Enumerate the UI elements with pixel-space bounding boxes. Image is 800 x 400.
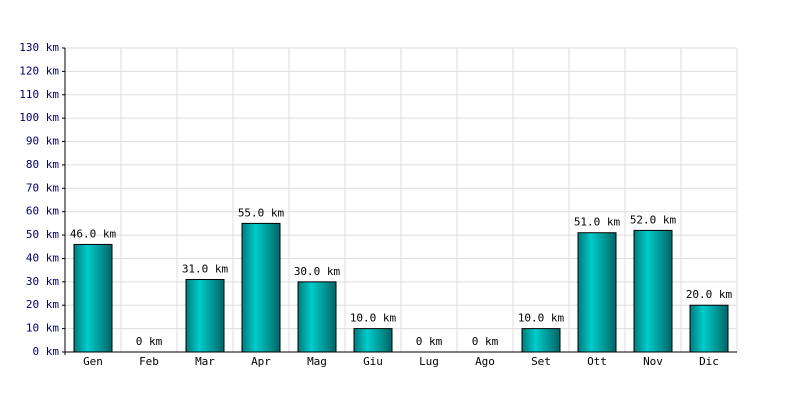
y-tick-label: 30 km xyxy=(26,275,59,288)
y-tick-label: 50 km xyxy=(26,228,59,241)
y-tick-label: 120 km xyxy=(19,64,59,77)
x-tick-label: Mag xyxy=(307,355,327,368)
bar xyxy=(521,328,561,353)
x-tick-label: Apr xyxy=(251,355,271,368)
x-tick-label: Dic xyxy=(699,355,719,368)
x-tick-label: Feb xyxy=(139,355,159,368)
y-tick-label: 70 km xyxy=(26,181,59,194)
x-tick-label: Gen xyxy=(83,355,103,368)
bar xyxy=(577,232,617,353)
x-tick-label: Nov xyxy=(643,355,663,368)
value-label: 0 km xyxy=(136,335,163,348)
value-label: 55.0 km xyxy=(238,206,285,219)
x-tick-label: Lug xyxy=(419,355,439,368)
y-tick-label: 10 km xyxy=(26,322,59,335)
value-label: 10.0 km xyxy=(518,312,565,325)
bar xyxy=(73,243,113,353)
y-tick-label: 40 km xyxy=(26,251,59,264)
y-tick-label: 90 km xyxy=(26,135,59,148)
x-tick-label: Set xyxy=(531,355,551,368)
bar xyxy=(185,279,225,353)
value-label: 30.0 km xyxy=(294,265,341,278)
y-tick-label: 100 km xyxy=(19,111,59,124)
y-tick-label: 0 km xyxy=(33,345,60,358)
y-tick-label: 60 km xyxy=(26,205,59,218)
value-label: 51.0 km xyxy=(574,216,621,229)
bar xyxy=(633,229,673,353)
x-tick-label: Mar xyxy=(195,355,215,368)
y-tick-label: 130 km xyxy=(19,41,59,54)
bar xyxy=(689,304,729,353)
x-tick-label: Ago xyxy=(475,355,495,368)
bar xyxy=(297,281,337,353)
y-tick-label: 80 km xyxy=(26,158,59,171)
y-tick-label: 20 km xyxy=(26,298,59,311)
value-label: 31.0 km xyxy=(182,263,229,276)
x-tick-label: Giu xyxy=(363,355,383,368)
value-label: 10.0 km xyxy=(350,312,397,325)
value-label: 20.0 km xyxy=(686,288,733,301)
x-tick-label: Ott xyxy=(587,355,607,368)
bar xyxy=(353,328,393,353)
value-label: 0 km xyxy=(416,335,443,348)
value-label: 46.0 km xyxy=(70,227,117,240)
bar xyxy=(241,222,281,353)
value-label: 0 km xyxy=(472,335,499,348)
value-label: 52.0 km xyxy=(630,213,677,226)
y-tick-label: 110 km xyxy=(19,88,59,101)
